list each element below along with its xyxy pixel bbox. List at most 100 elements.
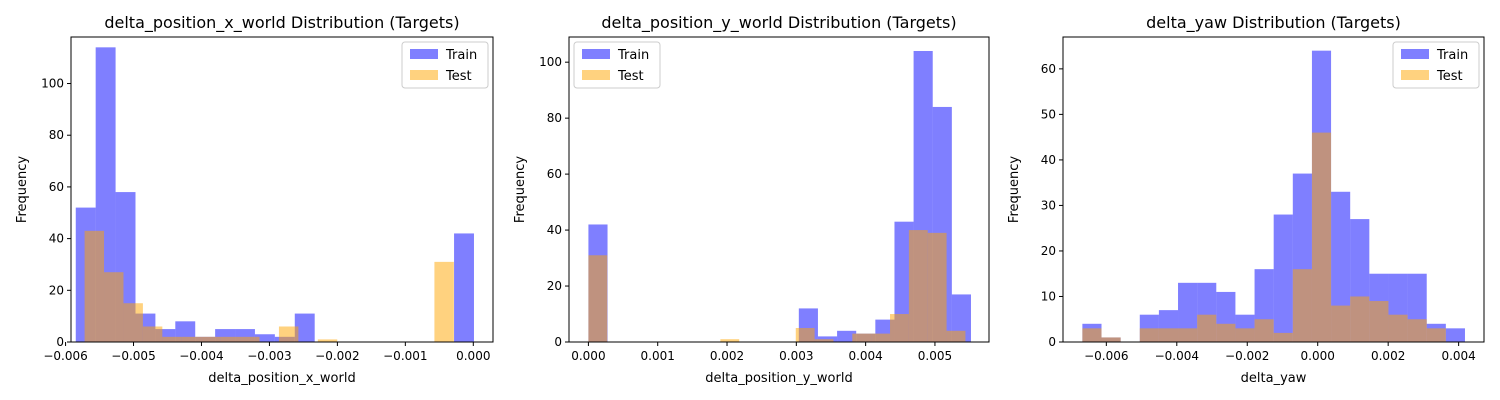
x-tick-label: −0.006: [43, 349, 87, 363]
bar: [720, 339, 740, 342]
x-tick-label: −0.004: [1155, 349, 1199, 363]
bar: [1331, 305, 1351, 342]
legend-label-train: Train: [1436, 48, 1468, 63]
chart-title: delta_yaw Distribution (Targets): [1146, 13, 1401, 33]
bar: [1178, 282, 1198, 342]
bar: [1216, 323, 1236, 342]
y-tick-label: 0: [56, 335, 64, 349]
x-tick-label: −0.001: [383, 349, 427, 363]
bar: [837, 330, 857, 342]
y-tick-label: 100: [539, 55, 562, 69]
y-axis-label: Frequency: [1007, 156, 1022, 223]
legend-swatch-train: [1401, 49, 1429, 59]
y-tick-label: 20: [547, 279, 562, 293]
series-test: [1082, 132, 1446, 342]
bar: [434, 261, 454, 342]
y-tick-label: 60: [49, 180, 64, 194]
x-tick-label: 0.004: [848, 349, 882, 363]
chart-title: delta_position_y_world Distribution (Tar…: [601, 13, 956, 33]
y-tick-label: 80: [547, 111, 562, 125]
bar: [104, 272, 124, 342]
bar: [294, 313, 315, 342]
bar: [951, 294, 971, 342]
x-tick-label: 0.005: [918, 349, 952, 363]
legend-label-test: Test: [1436, 69, 1463, 84]
subplot-1: −0.006 −0.005 −0.004 −0.003 −0.002 −0.001 0.00…: [15, 13, 494, 386]
x-tick-label: 0.002: [710, 349, 744, 363]
x-tick-label: −0.006: [1084, 349, 1128, 363]
bar: [1388, 314, 1408, 342]
bar: [454, 233, 474, 342]
x-tick-label: 0.004: [1441, 349, 1475, 363]
bar: [946, 330, 966, 342]
y-tick-label: 80: [49, 128, 64, 142]
legend: Train Test: [573, 41, 661, 89]
legend-swatch-test: [582, 70, 610, 80]
y-tick-label: 60: [547, 167, 562, 181]
bar: [1178, 328, 1198, 342]
bar: [871, 333, 891, 342]
axes-frame: [1062, 36, 1485, 343]
bar: [220, 336, 241, 342]
bar: [240, 336, 260, 342]
x-tick-label: 0.000: [456, 349, 490, 363]
bar: [1273, 214, 1293, 342]
x-tick-label: 0.000: [1301, 349, 1335, 363]
bar: [1139, 328, 1159, 342]
y-tick-label: 100: [41, 77, 64, 91]
y-tick-label: 50: [1041, 107, 1056, 121]
chart-title: delta_position_x_world Distribution (Tar…: [104, 13, 459, 33]
bar: [1158, 328, 1179, 342]
x-tick-label: 0.003: [779, 349, 813, 363]
bar: [1292, 269, 1312, 342]
bar: [1082, 328, 1102, 342]
y-tick-label: 10: [1041, 289, 1056, 303]
bar: [1235, 328, 1255, 342]
bar: [254, 334, 275, 342]
bar: [201, 336, 221, 342]
legend-swatch-train: [582, 49, 610, 59]
y-tick-label: 40: [49, 232, 64, 246]
x-tick-label: −0.004: [179, 349, 223, 363]
bar: [852, 333, 872, 342]
x-tick-label: −0.002: [315, 349, 359, 363]
series-test: [588, 230, 966, 342]
x-tick-label: 0.002: [1371, 349, 1405, 363]
legend-swatch-test: [1401, 70, 1429, 80]
legend: Train Test: [1392, 41, 1480, 89]
y-tick-label: 40: [547, 223, 562, 237]
legend-swatch-train: [410, 49, 438, 59]
legend-label-train: Train: [617, 48, 649, 63]
bar: [1331, 191, 1351, 342]
bar: [890, 314, 909, 342]
bar: [1407, 319, 1427, 342]
y-axis-label: Frequency: [513, 156, 528, 223]
bar: [1426, 328, 1446, 342]
legend-swatch-test: [410, 70, 438, 80]
y-tick-label: 20: [1041, 244, 1056, 258]
x-axis-label: delta_position_y_world: [705, 371, 852, 386]
x-tick-label: −0.002: [1225, 349, 1269, 363]
bar: [142, 326, 163, 342]
axes-frame: [568, 36, 990, 343]
bar: [795, 328, 815, 342]
bar: [1350, 296, 1370, 342]
legend-label-train: Train: [445, 48, 477, 63]
y-tick-label: 20: [49, 283, 64, 297]
bar: [123, 303, 143, 342]
bar: [1273, 332, 1293, 342]
bar: [181, 336, 202, 342]
bar: [1445, 328, 1465, 342]
bar: [1101, 337, 1121, 342]
y-tick-label: 0: [1048, 335, 1056, 349]
bar: [84, 230, 105, 342]
x-tick-label: −0.003: [247, 349, 291, 363]
axes-frame: [70, 36, 494, 343]
y-tick-label: 30: [1041, 198, 1056, 212]
x-tick-label: 0.000: [571, 349, 605, 363]
bar: [908, 230, 928, 342]
bar: [1311, 132, 1332, 342]
x-tick-label: −0.005: [111, 349, 155, 363]
x-axis-label: delta_yaw: [1241, 371, 1307, 386]
legend-label-test: Test: [617, 69, 644, 84]
